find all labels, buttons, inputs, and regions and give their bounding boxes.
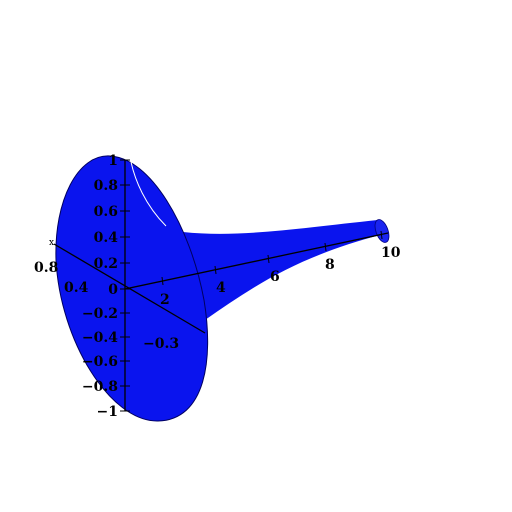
y-tick-label: 0.4 xyxy=(64,280,89,296)
bell-rim-highlight xyxy=(130,161,167,227)
z-tick-label: −0.2 xyxy=(82,306,118,322)
horn-bell-opening xyxy=(55,155,209,422)
z-tick-label: 0.6 xyxy=(94,204,118,220)
z-tick-label: 1 xyxy=(108,153,118,169)
x-tick-label: 8 xyxy=(325,257,335,273)
y-tick-label: −0.3 xyxy=(143,336,179,352)
z-tick-label: 0.4 xyxy=(94,230,119,246)
y-tick-label: 0.8 xyxy=(34,260,58,276)
x-tick-label: 4 xyxy=(216,280,226,296)
x-tick-label: 6 xyxy=(270,269,280,285)
z-axis-ticks xyxy=(120,159,130,412)
y-axis-end-marker: x xyxy=(49,238,54,248)
horn-tube-end xyxy=(374,219,390,243)
z-tick-label: −0.4 xyxy=(82,330,118,346)
x-axis-line xyxy=(124,232,389,290)
x-tick-label: 10 xyxy=(381,245,401,261)
x-axis-ticks xyxy=(161,230,383,286)
z-tick-label: −1 xyxy=(97,404,118,420)
x-tick-label: 2 xyxy=(160,292,170,308)
z-tick-label: 0.8 xyxy=(94,178,118,194)
z-tick-label: −0.8 xyxy=(82,379,118,395)
horn-tube xyxy=(183,220,388,320)
z-tick-label: −0.6 xyxy=(82,354,118,370)
z-tick-label: 0.2 xyxy=(94,256,118,272)
z-tick-label: 0 xyxy=(108,282,118,298)
